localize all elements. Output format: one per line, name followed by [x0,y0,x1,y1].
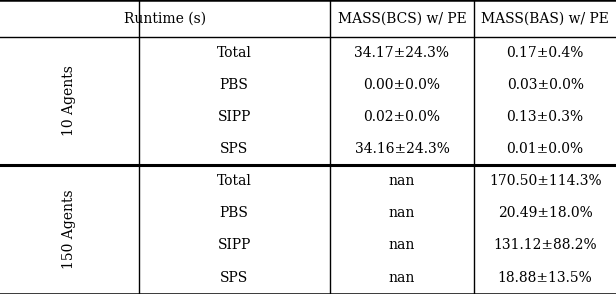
Text: 34.17±24.3%: 34.17±24.3% [354,46,450,60]
Text: 0.01±0.0%: 0.01±0.0% [506,142,584,156]
Text: 34.16±24.3%: 34.16±24.3% [354,142,450,156]
Text: MASS(BCS) w/ PE: MASS(BCS) w/ PE [338,11,466,25]
Text: SIPP: SIPP [217,238,251,253]
Text: Total: Total [217,174,251,188]
Text: SPS: SPS [220,142,248,156]
Text: 170.50±114.3%: 170.50±114.3% [489,174,601,188]
Text: 0.02±0.0%: 0.02±0.0% [363,110,440,124]
Text: nan: nan [389,271,415,285]
Text: 0.13±0.3%: 0.13±0.3% [506,110,584,124]
Text: 131.12±88.2%: 131.12±88.2% [493,238,597,253]
Text: 20.49±18.0%: 20.49±18.0% [498,206,593,220]
Text: 0.03±0.0%: 0.03±0.0% [506,78,584,92]
Text: 10 Agents: 10 Agents [62,65,76,136]
Text: PBS: PBS [220,206,248,220]
Text: PBS: PBS [220,78,248,92]
Text: SIPP: SIPP [217,110,251,124]
Text: nan: nan [389,206,415,220]
Text: nan: nan [389,174,415,188]
Text: 18.88±13.5%: 18.88±13.5% [498,271,593,285]
Text: MASS(BAS) w/ PE: MASS(BAS) w/ PE [481,11,609,25]
Text: 0.00±0.0%: 0.00±0.0% [363,78,440,92]
Text: nan: nan [389,238,415,253]
Text: 0.17±0.4%: 0.17±0.4% [506,46,584,60]
Text: 150 Agents: 150 Agents [62,190,76,269]
Text: Total: Total [217,46,251,60]
Text: Runtime (s): Runtime (s) [124,11,206,25]
Text: SPS: SPS [220,271,248,285]
